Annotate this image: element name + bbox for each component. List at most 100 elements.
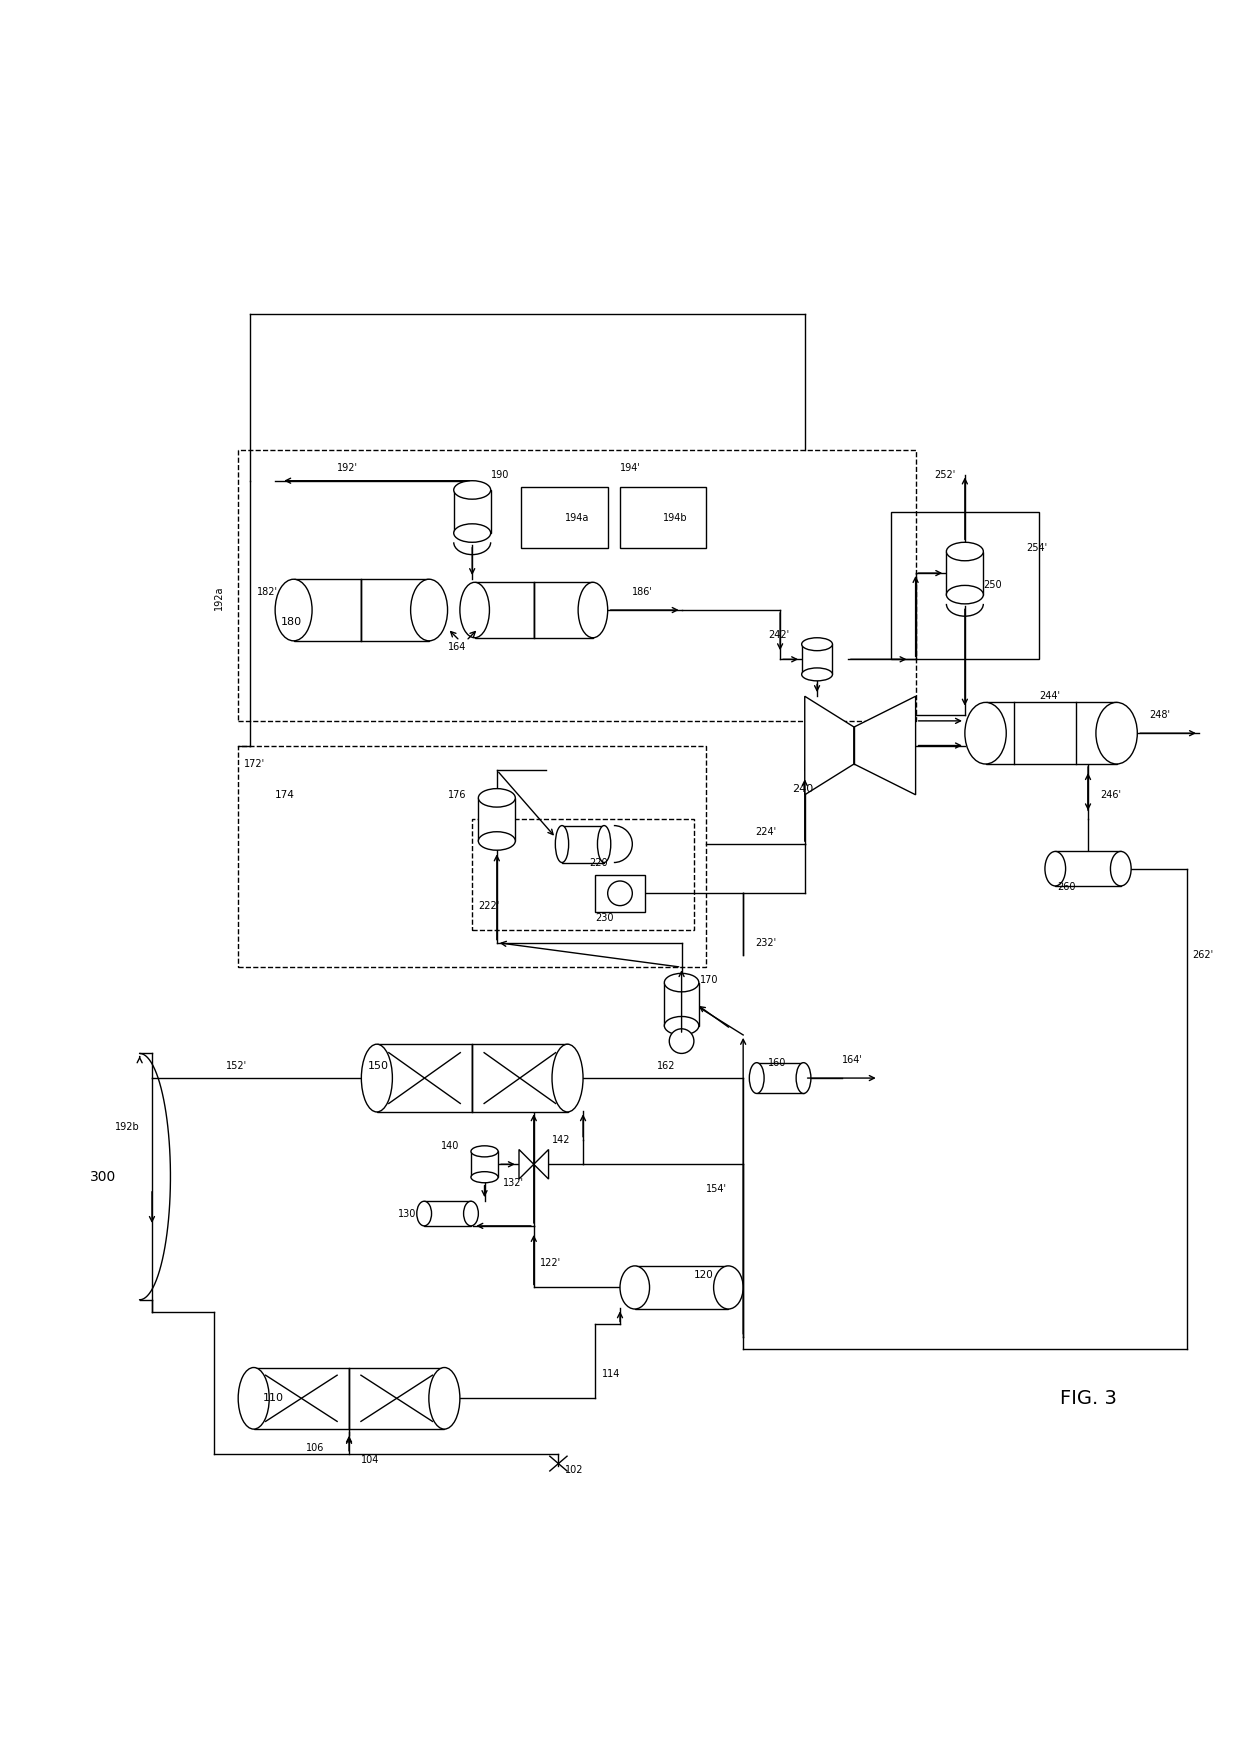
Text: 110: 110 bbox=[263, 1394, 284, 1403]
Text: 172': 172' bbox=[244, 759, 265, 768]
Ellipse shape bbox=[946, 543, 983, 560]
Ellipse shape bbox=[479, 832, 516, 851]
FancyBboxPatch shape bbox=[471, 1151, 498, 1177]
Text: 240: 240 bbox=[792, 784, 813, 793]
Text: 186': 186' bbox=[632, 587, 653, 597]
FancyBboxPatch shape bbox=[756, 1062, 804, 1094]
Text: 194a: 194a bbox=[564, 513, 589, 523]
Text: 246': 246' bbox=[1100, 789, 1121, 800]
Ellipse shape bbox=[552, 1045, 583, 1112]
Text: 220: 220 bbox=[589, 858, 608, 867]
Text: 254': 254' bbox=[1027, 543, 1048, 553]
Ellipse shape bbox=[471, 1145, 498, 1158]
Ellipse shape bbox=[429, 1367, 460, 1429]
Ellipse shape bbox=[1111, 851, 1131, 886]
Text: 106: 106 bbox=[306, 1443, 325, 1452]
Text: 132': 132' bbox=[503, 1177, 525, 1188]
Polygon shape bbox=[854, 696, 915, 795]
Ellipse shape bbox=[598, 826, 611, 863]
FancyBboxPatch shape bbox=[294, 580, 361, 641]
Ellipse shape bbox=[275, 580, 312, 641]
Text: 140: 140 bbox=[441, 1140, 460, 1151]
FancyBboxPatch shape bbox=[254, 1367, 348, 1429]
Polygon shape bbox=[533, 1149, 548, 1179]
Ellipse shape bbox=[578, 581, 608, 638]
Text: 232': 232' bbox=[755, 937, 776, 948]
FancyBboxPatch shape bbox=[533, 581, 593, 638]
Polygon shape bbox=[520, 1149, 533, 1179]
FancyBboxPatch shape bbox=[361, 580, 429, 641]
Ellipse shape bbox=[479, 789, 516, 807]
Text: 104: 104 bbox=[361, 1455, 379, 1464]
Text: 154': 154' bbox=[707, 1184, 727, 1195]
Text: 300: 300 bbox=[91, 1170, 117, 1184]
Text: 164': 164' bbox=[842, 1055, 863, 1064]
Text: 120: 120 bbox=[694, 1270, 714, 1281]
Ellipse shape bbox=[556, 826, 569, 863]
Ellipse shape bbox=[454, 481, 491, 499]
FancyBboxPatch shape bbox=[635, 1265, 728, 1309]
Text: 142: 142 bbox=[552, 1135, 570, 1145]
FancyBboxPatch shape bbox=[562, 826, 604, 863]
FancyBboxPatch shape bbox=[946, 552, 983, 594]
FancyBboxPatch shape bbox=[1055, 851, 1121, 886]
Ellipse shape bbox=[749, 1062, 764, 1094]
Ellipse shape bbox=[665, 1017, 699, 1034]
Text: FIG. 3: FIG. 3 bbox=[1060, 1388, 1116, 1408]
Text: 224': 224' bbox=[755, 826, 776, 837]
Ellipse shape bbox=[361, 1045, 392, 1112]
Text: 130: 130 bbox=[398, 1209, 417, 1219]
Text: 152': 152' bbox=[226, 1061, 247, 1071]
Circle shape bbox=[608, 881, 632, 906]
Ellipse shape bbox=[454, 523, 491, 543]
Text: 192': 192' bbox=[337, 463, 357, 474]
Ellipse shape bbox=[620, 1265, 650, 1309]
FancyBboxPatch shape bbox=[802, 645, 832, 675]
Circle shape bbox=[670, 1029, 694, 1054]
Text: 162: 162 bbox=[657, 1061, 676, 1071]
Polygon shape bbox=[805, 696, 854, 795]
Text: 164: 164 bbox=[448, 641, 466, 652]
Text: 222': 222' bbox=[479, 900, 500, 911]
FancyBboxPatch shape bbox=[454, 490, 491, 534]
FancyBboxPatch shape bbox=[475, 581, 533, 638]
FancyBboxPatch shape bbox=[424, 1202, 471, 1226]
Ellipse shape bbox=[796, 1062, 811, 1094]
Text: 262': 262' bbox=[1193, 950, 1214, 960]
FancyBboxPatch shape bbox=[986, 703, 1116, 765]
Ellipse shape bbox=[238, 1367, 269, 1429]
Text: 192b: 192b bbox=[115, 1122, 140, 1133]
Ellipse shape bbox=[713, 1265, 743, 1309]
Ellipse shape bbox=[410, 580, 448, 641]
Text: 252': 252' bbox=[934, 469, 955, 479]
Ellipse shape bbox=[464, 1202, 479, 1226]
Text: 160: 160 bbox=[768, 1059, 786, 1068]
Text: 170: 170 bbox=[701, 974, 718, 985]
Ellipse shape bbox=[417, 1202, 432, 1226]
Text: 150: 150 bbox=[367, 1061, 388, 1071]
Ellipse shape bbox=[665, 973, 699, 992]
Ellipse shape bbox=[965, 703, 1006, 765]
Text: 242': 242' bbox=[768, 629, 789, 640]
FancyBboxPatch shape bbox=[479, 798, 516, 840]
Ellipse shape bbox=[1096, 703, 1137, 765]
Text: 176: 176 bbox=[448, 789, 466, 800]
Text: 180: 180 bbox=[281, 617, 303, 627]
Text: 174: 174 bbox=[275, 789, 295, 800]
FancyBboxPatch shape bbox=[348, 1367, 444, 1429]
FancyBboxPatch shape bbox=[665, 983, 699, 1025]
FancyBboxPatch shape bbox=[377, 1045, 472, 1112]
Ellipse shape bbox=[460, 581, 490, 638]
Text: 248': 248' bbox=[1149, 710, 1171, 719]
Text: 114: 114 bbox=[601, 1369, 620, 1378]
Text: 250: 250 bbox=[983, 580, 1002, 590]
Ellipse shape bbox=[802, 638, 832, 650]
Text: 182': 182' bbox=[257, 587, 278, 597]
Text: 190: 190 bbox=[491, 469, 510, 479]
Text: 194': 194' bbox=[620, 463, 641, 474]
Text: 244': 244' bbox=[1039, 691, 1060, 701]
Text: 122': 122' bbox=[539, 1258, 560, 1269]
Text: 194b: 194b bbox=[663, 513, 688, 523]
Text: 102: 102 bbox=[564, 1464, 583, 1475]
Ellipse shape bbox=[802, 668, 832, 680]
